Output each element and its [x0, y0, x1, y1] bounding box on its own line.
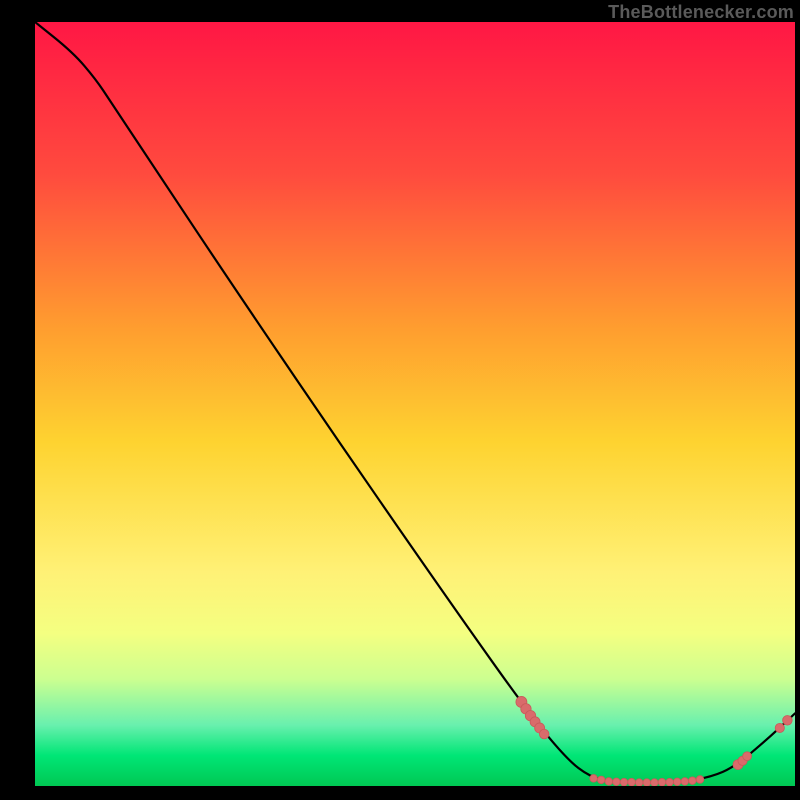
data-marker	[620, 778, 628, 786]
bottleneck-curve	[35, 22, 795, 783]
data-marker	[783, 716, 793, 726]
data-marker	[597, 776, 605, 784]
data-marker	[696, 776, 704, 784]
data-marker	[539, 729, 549, 739]
data-marker	[658, 778, 666, 786]
data-marker	[689, 777, 697, 785]
data-marker	[635, 779, 643, 786]
data-marker	[666, 778, 674, 786]
data-marker	[681, 778, 689, 786]
chart-frame: TheBottlenecker.com	[0, 0, 800, 800]
data-marker	[605, 778, 613, 786]
plot-area	[35, 22, 795, 786]
chart-overlay	[35, 22, 795, 786]
attribution-label: TheBottlenecker.com	[608, 2, 794, 23]
data-marker	[775, 723, 784, 732]
data-marker	[743, 752, 752, 761]
data-marker	[651, 779, 659, 786]
data-marker	[613, 778, 621, 786]
data-marker	[590, 775, 598, 783]
data-marker	[643, 779, 651, 786]
data-marker	[628, 778, 636, 786]
data-marker	[673, 778, 681, 786]
